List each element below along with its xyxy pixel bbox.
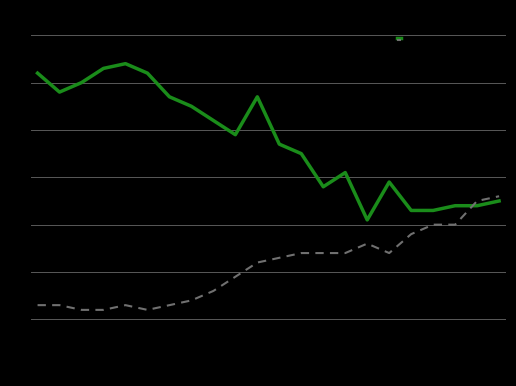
Legend: , : , [397,37,400,41]
